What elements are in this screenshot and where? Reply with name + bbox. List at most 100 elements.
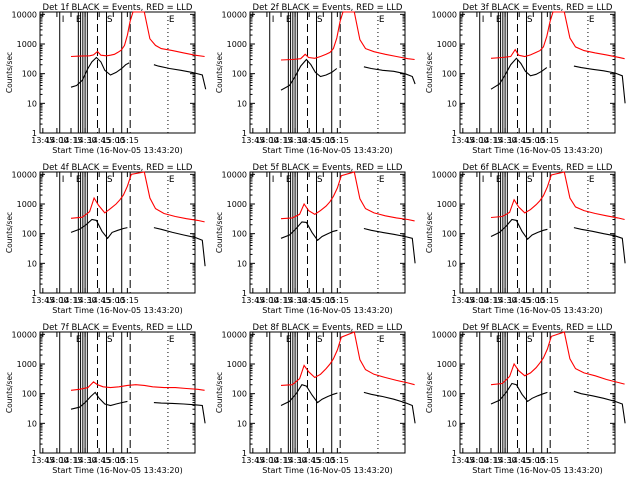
x-tick-label: 13:45 xyxy=(451,456,474,465)
x-tick-label: 14:00 xyxy=(45,456,68,465)
y-tick-label: 10 xyxy=(237,99,247,108)
x-tick-label: 14:30 xyxy=(74,456,97,465)
x-tick-label: 15:00 xyxy=(522,136,545,145)
y-tick-label: 100 xyxy=(442,70,457,79)
event-label: E xyxy=(286,15,292,25)
event-label: E xyxy=(496,175,502,185)
event-label: S xyxy=(107,335,113,345)
y-tick-label: 10000 xyxy=(432,10,457,19)
chart-panel: 1 10 100 1000 10000 13:4514:0014:1514:3014:45… xyxy=(215,323,416,475)
y-tick-label: 10000 xyxy=(432,330,457,339)
y-tick-label: 10 xyxy=(237,419,247,428)
x-tick-label: 14:30 xyxy=(284,136,307,145)
x-tick-label: 14:30 xyxy=(494,296,517,305)
x-axis-label: Start Time (16-Nov-05 13:43:20) xyxy=(472,466,602,475)
event-label: S xyxy=(527,15,533,25)
y-tick-label: 10000 xyxy=(432,170,457,179)
y-axis-label: Counts/sec xyxy=(425,212,434,253)
x-tick-label: 14:00 xyxy=(45,296,68,305)
event-label: E xyxy=(169,335,175,345)
x-axis-label: Start Time (16-Nov-05 13:43:20) xyxy=(262,146,392,155)
chart-panel: 1 10 100 1000 10000 13:4514:0014:1514:3014:45… xyxy=(5,3,207,155)
plot-frame xyxy=(249,331,406,454)
chart-panel: 1 10 100 1000 10000 13:4514:0014:1514:3014:45… xyxy=(215,3,416,155)
x-tick-label: 15:00 xyxy=(522,456,545,465)
y-tick-label: 10000 xyxy=(222,330,247,339)
x-tick-label: 15:15 xyxy=(536,136,559,145)
x-tick-label: 15:15 xyxy=(326,456,349,465)
chart-panel: 1 10 100 1000 10000 13:4514:0014:1514:3014:45… xyxy=(425,323,626,475)
event-label: I xyxy=(62,15,65,25)
x-tick-label: 14:15 xyxy=(479,296,502,305)
event-label: E xyxy=(76,335,82,345)
x-tick-label: 14:45 xyxy=(88,136,111,145)
event-rate-line xyxy=(490,218,548,241)
event-label: E xyxy=(286,335,292,345)
event-label: I xyxy=(482,175,485,185)
event-label: E xyxy=(589,15,595,25)
x-tick-label: 13:45 xyxy=(241,136,264,145)
lld-rate-line xyxy=(70,171,205,223)
y-tick-label: 10000 xyxy=(12,330,37,339)
event-label: S xyxy=(107,15,113,25)
x-tick-label: 14:45 xyxy=(508,296,531,305)
x-tick-label: 14:15 xyxy=(269,296,292,305)
chart-panel: 1 10 100 1000 10000 13:4514:0014:1514:3014:45… xyxy=(215,163,416,315)
event-rate-line xyxy=(573,227,626,264)
event-label: E xyxy=(76,175,82,185)
event-label: S xyxy=(527,175,533,185)
x-tick-label: 15:15 xyxy=(536,456,559,465)
event-label: S xyxy=(107,175,113,185)
event-rate-line xyxy=(70,391,128,410)
event-rate-line xyxy=(153,64,207,90)
event-label: E xyxy=(496,335,502,345)
x-tick-label: 13:45 xyxy=(451,136,474,145)
event-label: I xyxy=(62,175,65,185)
lld-rate-line xyxy=(70,11,205,58)
y-tick-label: 1 xyxy=(242,289,247,298)
x-tick-label: 15:15 xyxy=(326,136,349,145)
y-tick-label: 100 xyxy=(232,70,247,79)
y-tick-label: 10 xyxy=(27,99,37,108)
y-tick-label: 10 xyxy=(237,259,247,268)
x-axis-label: Start Time (16-Nov-05 13:43:20) xyxy=(52,146,182,155)
x-tick-label: 14:30 xyxy=(284,456,307,465)
event-label: E xyxy=(379,335,385,345)
y-tick-label: 10000 xyxy=(222,170,247,179)
lld-rate-line xyxy=(490,331,625,386)
y-tick-label: 1000 xyxy=(17,360,37,369)
x-axis-label: Start Time (16-Nov-05 13:43:20) xyxy=(52,466,182,475)
panel-title: Det 7f BLACK = Events, RED = LLD xyxy=(43,323,193,333)
x-tick-label: 15:15 xyxy=(116,456,139,465)
x-axis-label: Start Time (16-Nov-05 13:43:20) xyxy=(262,466,392,475)
event-rate-line xyxy=(363,66,416,85)
y-tick-label: 1000 xyxy=(437,200,457,209)
y-tick-label: 100 xyxy=(22,70,37,79)
x-tick-label: 14:45 xyxy=(298,296,321,305)
y-tick-label: 1 xyxy=(242,449,247,458)
x-axis-label: Start Time (16-Nov-05 13:43:20) xyxy=(262,306,392,315)
y-tick-label: 1000 xyxy=(227,40,247,49)
event-rate-line xyxy=(153,402,206,424)
x-axis-label: Start Time (16-Nov-05 13:43:20) xyxy=(472,146,602,155)
y-tick-label: 1000 xyxy=(17,40,37,49)
x-tick-label: 14:30 xyxy=(494,456,517,465)
x-tick-label: 14:00 xyxy=(255,456,278,465)
x-tick-label: 15:00 xyxy=(102,456,125,465)
event-rate-line xyxy=(363,391,416,424)
chart-panel: 1 10 100 1000 10000 13:4514:0014:1514:3014:45… xyxy=(425,163,626,315)
x-tick-label: 14:00 xyxy=(465,296,488,305)
x-tick-label: 14:45 xyxy=(88,456,111,465)
x-tick-label: 14:45 xyxy=(508,136,531,145)
y-axis-label: Counts/sec xyxy=(425,372,434,413)
x-tick-label: 15:15 xyxy=(326,296,349,305)
x-tick-label: 13:45 xyxy=(241,456,264,465)
lld-rate-line xyxy=(490,171,625,221)
x-tick-label: 15:15 xyxy=(536,296,559,305)
x-tick-label: 14:30 xyxy=(284,296,307,305)
y-tick-label: 100 xyxy=(232,390,247,399)
y-tick-label: 10000 xyxy=(12,10,37,19)
panel-title: Det 4f BLACK = Events, RED = LLD xyxy=(43,163,193,173)
y-axis-label: Counts/sec xyxy=(5,212,14,253)
